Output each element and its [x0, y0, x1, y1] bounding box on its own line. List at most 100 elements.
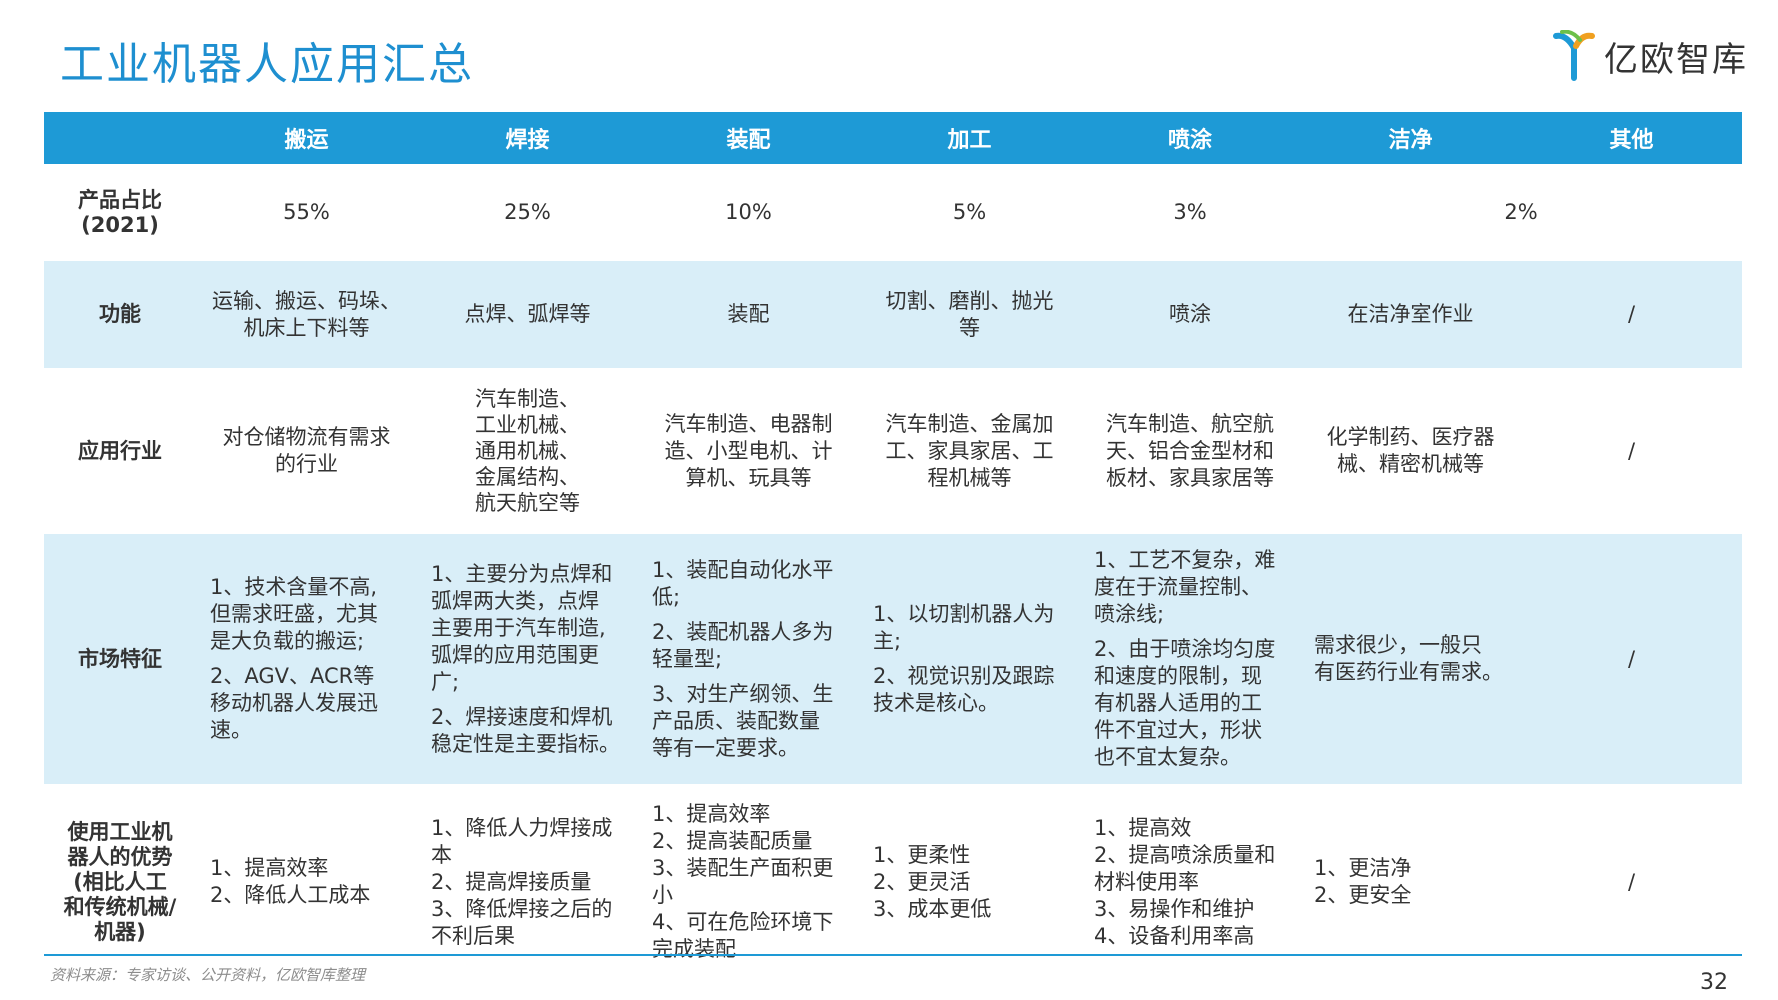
share-handling: 55% — [283, 200, 330, 224]
column-header-processing: 加工 — [859, 112, 1080, 164]
cell-line: 2、由于喷涂均匀度 — [1094, 637, 1276, 661]
cell-line: 通用机械、 — [475, 439, 580, 463]
cell-line: 材料使用率 — [1094, 869, 1199, 894]
cell-paragraph: 1、技术含量不高, 但需求旺盛，尤其 是大负载的搬运; — [210, 574, 378, 655]
cell-paragraph: 2、由于喷涂均匀度 和速度的限制，现 有机器人适用的工 件不宜过大，形状 也不宜太复杂。 — [1094, 636, 1275, 771]
cell-line: 运输、搬运、码垛、 — [212, 288, 401, 313]
market-cell: / — [1521, 534, 1742, 784]
cell-paragraph: 需求很少，一般只 有医药行业有需求。 — [1314, 632, 1503, 686]
row-label-function: 功能 — [44, 261, 196, 368]
cell-line: 在洁净室作业 — [1347, 302, 1474, 326]
cell-line: 1、降低人力焊接成 — [431, 815, 613, 840]
cell-line: 汽车制造、电器制 — [664, 411, 833, 436]
cell-line: 3、降低焊接之后的 — [431, 896, 613, 921]
function-cell: 切割、磨削、抛光等 — [859, 261, 1080, 368]
market-cell: 1、以切割机器人为 主; 2、视觉识别及跟踪 技术是核心。 — [859, 534, 1080, 784]
share-painting: 3% — [1173, 200, 1207, 224]
cell-line: 本 — [431, 842, 452, 867]
cell-line: 等 — [959, 315, 980, 340]
cell-line: 和传统机械/ — [63, 894, 177, 919]
advantage-cell: 1、提高效率 2、降低人工成本 — [196, 789, 417, 975]
cell-line: 化学制药、医疗器 — [1326, 425, 1495, 449]
logo-text: 亿欧智库 — [1604, 39, 1748, 80]
function-cell: 喷涂 — [1080, 261, 1300, 368]
cell-line: 3、对生产纲领、生 — [652, 681, 834, 706]
cell-line: 切割、磨削、抛光 — [885, 288, 1054, 313]
cell-line: 也不宜太复杂。 — [1094, 745, 1241, 769]
cell-paragraph: 1、以切割机器人为 主; — [873, 601, 1054, 655]
advantage-cell: 1、更柔性 2、更灵活 3、成本更低 — [859, 789, 1080, 975]
market-cell: 1、装配自动化水平 低; 2、装配机器人多为 轻量型; 3、对生产纲领、生 产品质、装配数… — [638, 534, 859, 784]
advantage-cell: 1、更洁净 2、更安全 — [1300, 789, 1521, 975]
cell-line: 移动机器人发展迅 — [210, 691, 378, 715]
cell-line: 程机械等 — [927, 465, 1012, 490]
cell-paragraph: 1、工艺不复杂，难 度在于流量控制、 喷涂线; — [1094, 547, 1275, 628]
cell-line: 是大负载的搬运; — [210, 629, 365, 653]
cell-line: 算机、玩具等 — [685, 465, 812, 490]
cell-line: 汽车制造、 — [475, 387, 580, 411]
cell-line: 使用工业机 — [67, 819, 173, 844]
cell-line: (相比人工 — [73, 869, 167, 894]
cell-line: / — [1627, 869, 1636, 894]
cell-line: 2、AGV、ACR等 — [210, 664, 375, 688]
function-cell: 运输、搬运、码垛、 机床上下料等 — [196, 261, 417, 368]
cell-line: 小 — [652, 883, 673, 907]
column-header-handling: 搬运 — [196, 112, 417, 164]
cell-line: 不利后果 — [431, 923, 515, 948]
column-header-welding: 焊接 — [417, 112, 638, 164]
cell-line: 金属结构、 — [475, 465, 580, 489]
cell-line: / — [1627, 302, 1636, 326]
cell-line: 产品质、装配数量 — [652, 708, 820, 733]
cell-line: 有机器人适用的工 — [1094, 691, 1262, 715]
cell-line: 航天航空等 — [475, 491, 580, 515]
cell-line: 2、更灵活 — [873, 869, 971, 894]
cell-line: 机器) — [94, 919, 146, 944]
cell-line: 板材、家具家居等 — [1106, 465, 1274, 490]
cell-line: 稳定性是主要指标。 — [431, 731, 620, 756]
market-cell: 需求很少，一般只 有医药行业有需求。 — [1300, 534, 1521, 784]
cell-paragraph: 2、装配机器人多为 轻量型; — [652, 619, 833, 673]
market-cell: 1、工艺不复杂，难 度在于流量控制、 喷涂线; 2、由于喷涂均匀度 和速度的限制，现 有机… — [1080, 534, 1300, 784]
footer-divider — [44, 954, 1742, 956]
cell-line: 速。 — [210, 718, 252, 742]
cell-line: 工业机械、 — [475, 413, 580, 437]
cell-line: 1、装配自动化水平 — [652, 557, 834, 582]
cell-line: 造、小型电机、计 — [664, 438, 833, 463]
header-corner — [44, 112, 196, 164]
cell-line: 2、降低人工成本 — [210, 883, 371, 907]
cell-line: 1、主要分为点焊和 — [431, 561, 613, 586]
cell-line: 3、装配生产面积更 — [652, 856, 834, 880]
cell-line: 轻量型; — [652, 646, 723, 671]
cell-line: 1、技术含量不高, — [210, 575, 378, 599]
cell-line: 2、提高焊接质量 — [431, 869, 592, 894]
cell-paragraph: / — [1628, 646, 1635, 673]
page-title: 工业机器人应用汇总 — [60, 39, 474, 90]
industry-cell: 汽车制造、金属加 工、家具家居、工 程机械等 — [859, 373, 1080, 529]
cell-line: 3、成本更低 — [873, 896, 992, 921]
cell-line: 2、更安全 — [1314, 883, 1412, 907]
cell-line: 广; — [431, 669, 460, 694]
cell-line: 1、更柔性 — [873, 842, 971, 867]
cell-line: 完成装配 — [652, 937, 736, 961]
cell-line: 4、可在危险环境下 — [652, 910, 834, 934]
page-number: 32 — [1700, 970, 1728, 995]
cell-paragraph: 2、AGV、ACR等 移动机器人发展迅 速。 — [210, 663, 378, 744]
cell-line: 需求很少，一般只 — [1314, 633, 1482, 657]
column-header-assembly: 装配 — [638, 112, 859, 164]
function-cell: 点焊、弧焊等 — [417, 261, 638, 368]
cell-paragraph: 2、焊接速度和焊机 稳定性是主要指标。 — [431, 704, 620, 758]
cell-line: 2、焊接速度和焊机 — [431, 704, 613, 729]
cell-line: 1、更洁净 — [1314, 856, 1412, 880]
advantage-cell: 1、降低人力焊接成本 2、提高焊接质量 3、降低焊接之后的 不利后果 — [417, 789, 638, 975]
industry-cell: 对仓储物流有需求 的行业 — [196, 373, 417, 529]
column-header-other: 其他 — [1521, 112, 1742, 164]
cell-line: 2、装配机器人多为 — [652, 619, 834, 644]
cell-line: 1、提高效 — [1094, 815, 1192, 840]
share-assembly: 10% — [725, 200, 772, 224]
cell-line: 和速度的限制，现 — [1094, 664, 1262, 688]
cell-paragraph: 1、装配自动化水平 低; — [652, 557, 833, 611]
advantage-cell: 1、提高效率 2、提高装配质量 3、装配生产面积更小 4、可在危险环境下 完成装配 — [638, 789, 859, 975]
share-processing: 5% — [952, 200, 987, 224]
cell-line: 2、提高装配质量 — [652, 829, 813, 853]
cell-line: / — [1627, 438, 1636, 463]
